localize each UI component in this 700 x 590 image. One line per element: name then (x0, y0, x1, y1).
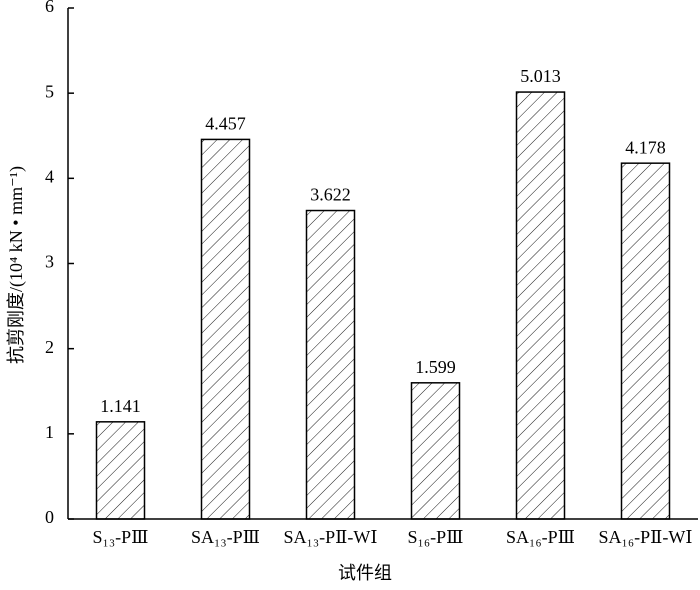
x-axis-title: 试件组 (338, 563, 392, 583)
x-tick-label: S₁₆-PⅢ (408, 527, 464, 547)
value-label: 4.457 (205, 114, 246, 134)
bar (515, 91, 566, 520)
bar (305, 209, 356, 520)
y-axis-title: 抗剪刚度/(10⁴ kN • mm⁻¹) (6, 166, 27, 364)
x-tick-label: SA₁₆-PⅡ-WⅠ (599, 527, 693, 547)
y-tick-label: 2 (45, 337, 54, 357)
y-tick-label: 1 (45, 422, 54, 442)
x-tick-label: SA₁₃-PⅢ (191, 527, 260, 547)
value-label: 5.013 (520, 66, 561, 86)
bar (410, 382, 461, 520)
value-label: 1.141 (100, 396, 141, 416)
y-tick-label: 5 (45, 81, 54, 101)
y-tick-label: 4 (45, 166, 54, 186)
value-label: 4.178 (625, 137, 666, 157)
y-tick-label: 3 (45, 252, 54, 272)
value-label: 3.622 (310, 185, 351, 205)
x-tick-label: S₁₃-PⅢ (93, 527, 149, 547)
bar (95, 421, 146, 520)
x-tick-label: SA₁₃-PⅡ-WⅠ (284, 527, 378, 547)
bar (200, 138, 251, 520)
value-label: 1.599 (415, 357, 456, 377)
bar (620, 162, 671, 520)
y-tick-label: 0 (45, 507, 54, 527)
y-tick-label: 6 (45, 0, 54, 16)
x-tick-label: SA₁₆-PⅢ (506, 527, 575, 547)
